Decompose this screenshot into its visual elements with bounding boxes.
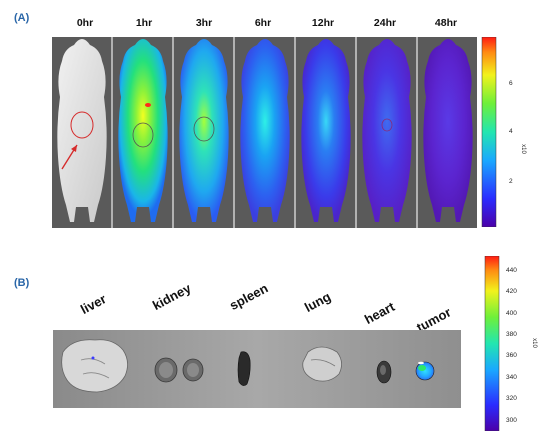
- panel-a-label: (A): [14, 12, 30, 24]
- organ-imaging-tray: [53, 330, 461, 408]
- panel-b-label: (B): [14, 277, 30, 289]
- mouse-12hr: [301, 39, 351, 222]
- organ-label-kidney: kidney: [149, 280, 194, 313]
- colorbar-a-tick-2: 2: [509, 178, 513, 185]
- organ-heart: [376, 360, 392, 384]
- organ-tumor: [415, 361, 435, 381]
- colorbar-b-tick-340: 340: [506, 374, 517, 381]
- mouse-0hr: [57, 39, 107, 222]
- mouse-1hr: [118, 39, 168, 222]
- colorbar-b-tick-300: 300: [506, 417, 517, 424]
- organ-label-heart: heart: [361, 298, 398, 327]
- mouse-3hr: [179, 39, 229, 222]
- time-label-12hr: 12hr: [311, 17, 335, 29]
- organ-label-liver: liver: [77, 291, 109, 317]
- colorbar-a-unit: x10: [519, 144, 526, 154]
- time-label-1hr: 1hr: [135, 17, 153, 29]
- colorbar-b-tick-420: 420: [506, 288, 517, 295]
- colorbar-b-unit: x10: [530, 338, 537, 348]
- mouse-6hr: [240, 39, 290, 222]
- time-label-48hr: 48hr: [434, 17, 458, 29]
- colorbar-a-tick-6: 6: [509, 80, 513, 87]
- time-label-3hr: 3hr: [195, 17, 213, 29]
- organ-lung: [302, 346, 342, 382]
- colorbar-b-tick-360: 360: [506, 352, 517, 359]
- mouse-48hr: [423, 39, 473, 222]
- colorbar-a: [481, 37, 497, 227]
- time-label-6hr: 6hr: [254, 17, 272, 29]
- organ-kidney: [154, 357, 204, 383]
- organ-liver: [61, 339, 128, 393]
- colorbar-b-tick-440: 440: [506, 267, 517, 274]
- colorbar-b-tick-320: 320: [506, 395, 517, 402]
- mouse-24hr: [362, 39, 412, 222]
- colorbar-a-tick-4: 4: [509, 128, 513, 135]
- organ-spleen: [237, 351, 251, 386]
- organ-label-spleen: spleen: [226, 280, 271, 313]
- time-label-24hr: 24hr: [373, 17, 397, 29]
- mouse-imaging-strip: [52, 37, 477, 228]
- time-label-0hr: 0hr: [76, 17, 94, 29]
- organ-label-lung: lung: [301, 288, 334, 315]
- colorbar-b: [484, 256, 500, 431]
- colorbar-b-tick-400: 400: [506, 310, 517, 317]
- colorbar-b-tick-380: 380: [506, 331, 517, 338]
